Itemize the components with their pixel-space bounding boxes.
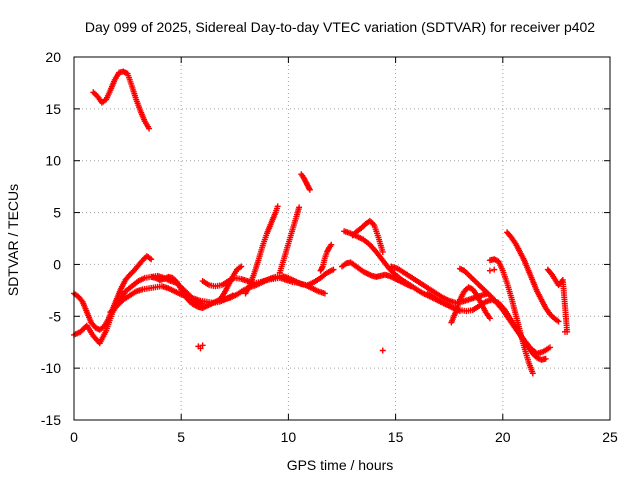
series-arc-i (298, 171, 313, 193)
x-tick-label: 10 (281, 429, 297, 445)
data-point (542, 355, 549, 362)
x-tick-label: 15 (388, 429, 404, 445)
y-tick-label: 5 (53, 205, 61, 221)
series-arc-r (486, 256, 536, 377)
data-point (197, 345, 204, 352)
data-point (321, 290, 328, 297)
x-tick-label: 5 (177, 429, 185, 445)
data-point (558, 278, 565, 285)
data-point (379, 248, 386, 255)
data-point (486, 315, 493, 322)
series-arc-d (148, 263, 245, 311)
y-tick-label: 10 (45, 153, 61, 169)
data-point (306, 186, 313, 193)
data-point (548, 270, 555, 277)
data-point (491, 266, 498, 273)
data-point (561, 328, 568, 335)
data-point (328, 241, 335, 248)
data-point (330, 266, 337, 273)
chart-title: Day 099 of 2025, Sidereal Day-to-day VTE… (85, 19, 595, 35)
x-tick-label: 25 (602, 429, 618, 445)
data-point (529, 370, 536, 377)
data-point (555, 318, 562, 325)
data-point (546, 344, 553, 351)
data-point (146, 125, 153, 132)
series-arc-b (71, 272, 206, 347)
y-tick-label: 15 (45, 101, 61, 117)
x-tick-label: 20 (495, 429, 511, 445)
y-tick-label: 20 (45, 49, 61, 65)
series-arc-s (504, 229, 562, 325)
data-point (296, 204, 303, 211)
y-tick-label: -5 (49, 308, 62, 324)
series-arc-g (242, 203, 281, 297)
series-arc-h (276, 204, 303, 276)
series-arc-m (349, 217, 386, 255)
data-point (486, 267, 493, 274)
series-arc-q (456, 265, 549, 363)
series-arc-early-high (90, 68, 153, 132)
data-point (238, 263, 245, 270)
data-point (274, 203, 281, 210)
y-tick-label: -10 (41, 360, 61, 376)
series-arc-o (424, 290, 553, 357)
data-point (148, 256, 155, 263)
x-tick-label: 0 (70, 429, 78, 445)
data-point (379, 347, 386, 354)
y-tick-label: 0 (53, 256, 61, 272)
series-arc-f (221, 266, 337, 303)
y-tick-label: -15 (41, 412, 61, 428)
series-arc-a (71, 253, 155, 333)
series-arc-j (317, 241, 335, 274)
series-arc-t (544, 266, 571, 335)
axes: 0 5 10 15 20 25 -15 -10 -5 0 5 10 15 20 (41, 49, 618, 445)
data-points (71, 68, 571, 377)
x-axis-label: GPS time / hours (287, 457, 394, 473)
y-axis-label: SDTVAR / TECUs (5, 184, 21, 296)
data-point (78, 297, 85, 304)
series-isolated (195, 266, 568, 354)
data-point (199, 342, 206, 349)
plot-frame (73, 56, 611, 421)
series-arc-p (448, 284, 493, 326)
